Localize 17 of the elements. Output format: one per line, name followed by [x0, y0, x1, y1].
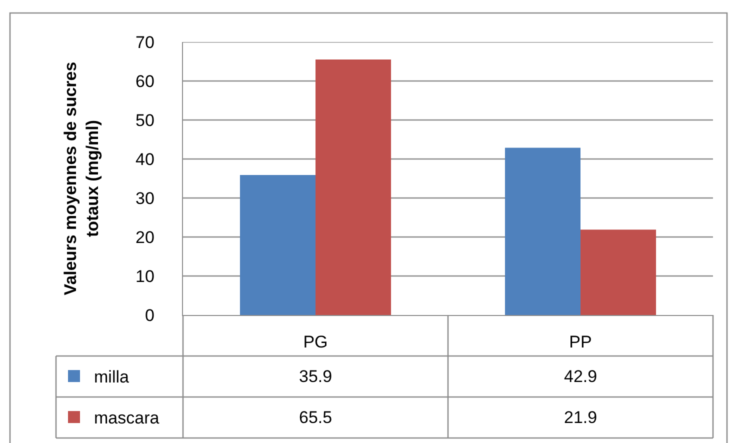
y-tick-label: 30: [136, 188, 154, 208]
y-tick-label: 40: [136, 150, 154, 169]
y-tick-label: 0: [144, 306, 154, 325]
y-tick-label: 50: [136, 110, 154, 130]
data-label: 65.5: [299, 408, 332, 427]
y-tick-label: 10: [136, 266, 154, 286]
data-label: 35.9: [299, 367, 332, 386]
y-axis-title: Valeurs moyennes de sucres totaux (mg/ml): [60, 62, 102, 296]
legend-label: mascara: [94, 408, 160, 428]
data-label: 42.9: [564, 367, 598, 386]
y-tick-label: 70: [136, 32, 154, 52]
x-tick-label: PP: [569, 332, 592, 352]
y-tick-label: 60: [136, 72, 154, 91]
data-label: 21.9: [564, 408, 598, 427]
y-tick-label: 20: [136, 228, 154, 247]
x-tick-label: PG: [303, 332, 328, 352]
legend-label: milla: [94, 368, 130, 387]
